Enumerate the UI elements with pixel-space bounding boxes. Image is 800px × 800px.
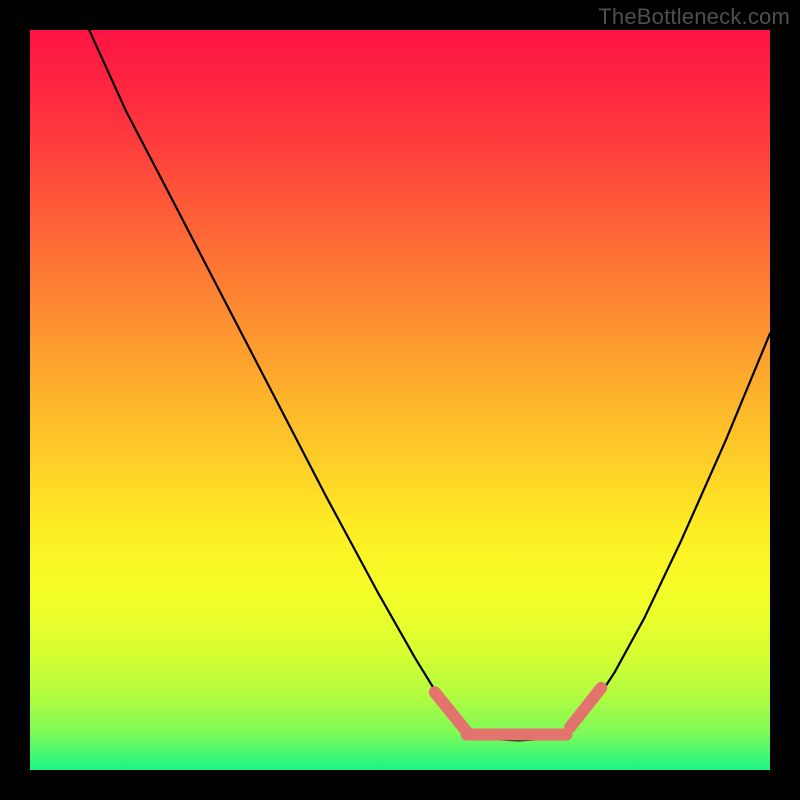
watermark-text: TheBottleneck.com <box>598 4 790 30</box>
chart-svg <box>0 0 800 800</box>
